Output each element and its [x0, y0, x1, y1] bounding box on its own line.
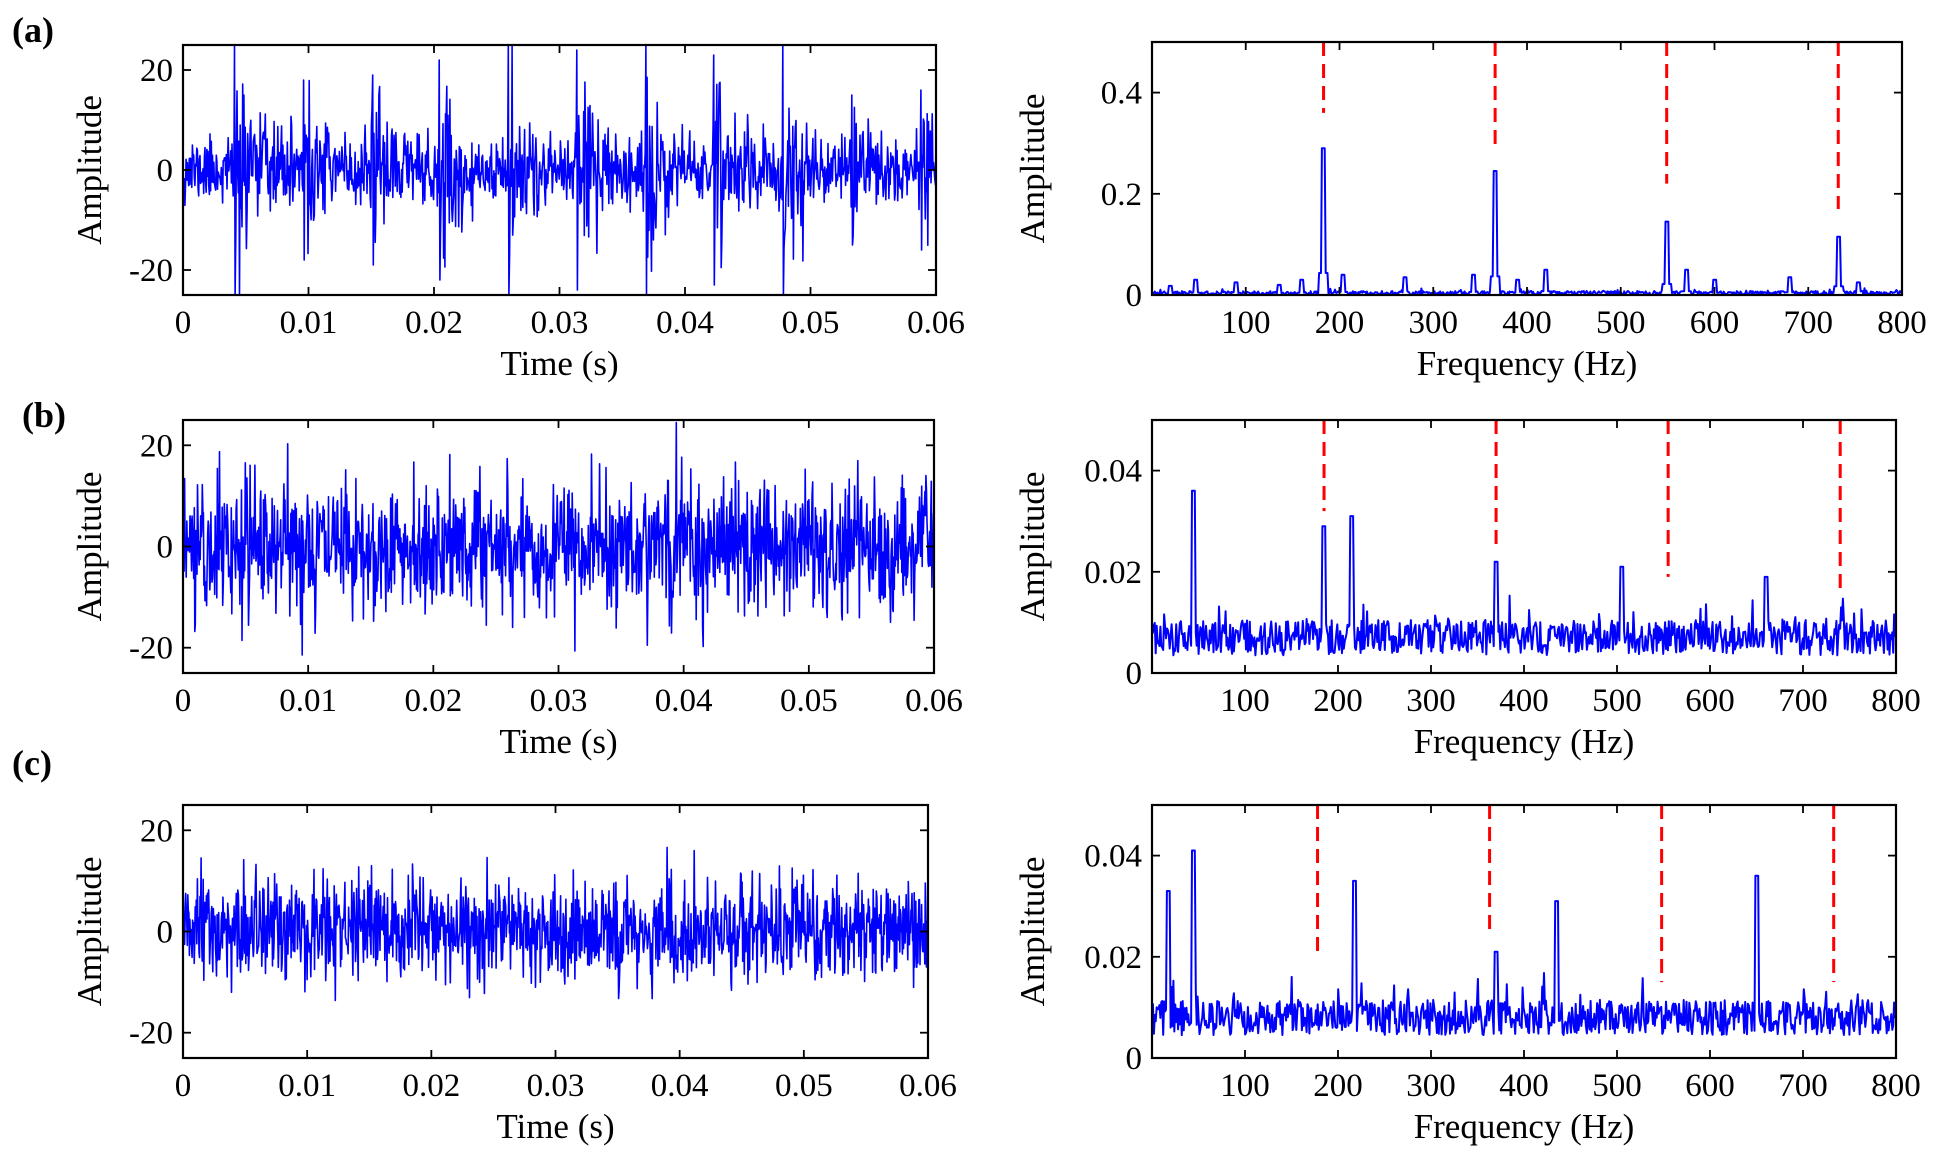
y-tick-label-c-spectrum-2: 0.04: [1084, 839, 1142, 875]
x-axis-title-a-spectrum: Frequency (Hz): [1417, 344, 1638, 383]
panel-label-c: (c): [12, 743, 52, 783]
x-tick-label-c-spectrum-4: 500: [1592, 1068, 1642, 1104]
y-tick-label-c-time-2: 20: [140, 813, 173, 849]
y-tick-label-a-time-2: 20: [140, 53, 173, 89]
y-tick-label-c-spectrum-0: 0: [1126, 1041, 1143, 1077]
x-tick-label-a-spectrum-2: 300: [1409, 305, 1459, 341]
y-tick-label-a-spectrum-0: 0: [1126, 278, 1143, 314]
x-tick-label-b-spectrum-0: 100: [1220, 683, 1270, 719]
chart-a-spectrum: 100 200 300 400 500 600 700 800 0 0.2 0.4 Frequency…: [1013, 40, 1927, 383]
y-axis-title-a-time: Amplitude: [70, 95, 109, 245]
x-tick-label-b-time-0: 0: [175, 683, 192, 719]
y-tick-label-c-spectrum-1: 0.02: [1084, 940, 1142, 976]
y-tick-label-a-time-0: -20: [129, 253, 173, 289]
x-tick-label-a-time-5: 0.05: [782, 305, 840, 341]
x-tick-label-b-time-6: 0.06: [905, 683, 963, 719]
x-tick-label-b-time-5: 0.05: [780, 683, 838, 719]
x-tick-label-b-spectrum-6: 700: [1778, 683, 1828, 719]
x-tick-label-a-time-2: 0.02: [405, 305, 463, 341]
x-tick-label-b-time-1: 0.01: [279, 683, 337, 719]
y-tick-label-b-time-0: -20: [129, 631, 173, 667]
y-tick-label-a-spectrum-2: 0.4: [1101, 76, 1142, 112]
x-tick-label-b-spectrum-4: 500: [1592, 683, 1642, 719]
x-tick-label-c-spectrum-5: 600: [1685, 1068, 1735, 1104]
y-tick-label-b-spectrum-2: 0.04: [1084, 454, 1142, 490]
series-line-c-spectrum-0: [1152, 849, 1896, 1037]
axes-box-a-spectrum: [1150, 40, 1904, 297]
x-tick-label-c-spectrum-7: 800: [1871, 1068, 1921, 1104]
series-line-b-spectrum-0: [1152, 489, 1896, 657]
chart-c-spectrum: 100 200 300 400 500 600 700 800 0 0.02 0.04 Frequen…: [1013, 803, 1921, 1146]
x-tick-label-a-time-0: 0: [175, 305, 192, 341]
x-axis-title-b-spectrum: Frequency (Hz): [1414, 722, 1635, 761]
x-tick-label-c-time-2: 0.02: [402, 1068, 460, 1104]
y-tick-label-c-time-1: 0: [157, 915, 174, 951]
y-axis-title-b-time: Amplitude: [70, 472, 109, 622]
x-tick-label-a-spectrum-7: 800: [1877, 305, 1927, 341]
x-tick-label-a-spectrum-1: 200: [1315, 305, 1365, 341]
series-line-b-time-0: [183, 421, 934, 656]
x-tick-label-c-time-6: 0.06: [899, 1068, 957, 1104]
x-tick-label-c-spectrum-3: 400: [1499, 1068, 1549, 1104]
x-tick-label-a-time-4: 0.04: [656, 305, 714, 341]
y-axis-title-a-spectrum: Amplitude: [1013, 94, 1052, 244]
x-tick-label-c-spectrum-2: 300: [1406, 1068, 1456, 1104]
y-axis-title-c-spectrum: Amplitude: [1013, 857, 1052, 1007]
x-tick-label-c-time-4: 0.04: [651, 1068, 709, 1104]
y-axis-title-b-spectrum: Amplitude: [1013, 472, 1052, 622]
x-axis-title-c-spectrum: Frequency (Hz): [1414, 1107, 1635, 1146]
y-axis-title-c-time: Amplitude: [70, 857, 109, 1007]
x-tick-label-b-spectrum-5: 600: [1685, 683, 1735, 719]
x-tick-label-a-time-6: 0.06: [907, 305, 965, 341]
x-tick-label-b-spectrum-7: 800: [1871, 683, 1921, 719]
x-tick-label-b-time-3: 0.03: [530, 683, 588, 719]
x-tick-label-a-spectrum-3: 400: [1502, 305, 1552, 341]
x-axis-title-b-time: Time (s): [499, 722, 617, 761]
y-tick-label-b-time-1: 0: [157, 530, 174, 566]
x-tick-label-a-spectrum-5: 600: [1690, 305, 1740, 341]
x-axis-title-c-time: Time (s): [496, 1107, 614, 1146]
y-tick-label-b-time-2: 20: [140, 428, 173, 464]
x-tick-label-b-spectrum-3: 400: [1499, 683, 1549, 719]
x-tick-label-c-spectrum-0: 100: [1220, 1068, 1270, 1104]
x-tick-label-b-spectrum-2: 300: [1406, 683, 1456, 719]
x-tick-label-c-time-3: 0.03: [527, 1068, 585, 1104]
x-axis-title-a-time: Time (s): [500, 344, 618, 383]
y-tick-label-b-spectrum-0: 0: [1126, 656, 1143, 692]
x-tick-label-b-spectrum-1: 200: [1313, 683, 1363, 719]
x-tick-label-a-spectrum-0: 100: [1221, 305, 1271, 341]
x-tick-label-a-spectrum-4: 500: [1596, 305, 1646, 341]
x-tick-label-c-spectrum-6: 700: [1778, 1068, 1828, 1104]
series-line-a-spectrum-0: [1152, 147, 1902, 295]
x-tick-label-a-spectrum-6: 700: [1784, 305, 1834, 341]
panel-label-a: (a): [12, 10, 54, 50]
x-tick-label-c-time-0: 0: [175, 1068, 192, 1104]
series-line-a-time-0: [183, 45, 936, 295]
x-tick-label-c-time-5: 0.05: [775, 1068, 833, 1104]
panel-label-b: (b): [22, 395, 66, 435]
x-tick-label-a-time-1: 0.01: [280, 305, 338, 341]
y-tick-label-a-spectrum-1: 0.2: [1101, 177, 1142, 213]
y-tick-label-b-spectrum-1: 0.02: [1084, 555, 1142, 591]
series-line-c-time-0: [183, 846, 928, 1002]
x-tick-label-b-time-4: 0.04: [655, 683, 713, 719]
y-tick-label-a-time-1: 0: [157, 153, 174, 189]
x-tick-label-c-time-1: 0.01: [278, 1068, 336, 1104]
x-tick-label-a-time-3: 0.03: [531, 305, 589, 341]
x-tick-label-b-time-2: 0.02: [404, 683, 462, 719]
chart-b-spectrum: 100 200 300 400 500 600 700 800 0 0.02 0.04 Frequen…: [1013, 418, 1921, 761]
x-tick-label-c-spectrum-1: 200: [1313, 1068, 1363, 1104]
y-tick-label-c-time-0: -20: [129, 1016, 173, 1052]
